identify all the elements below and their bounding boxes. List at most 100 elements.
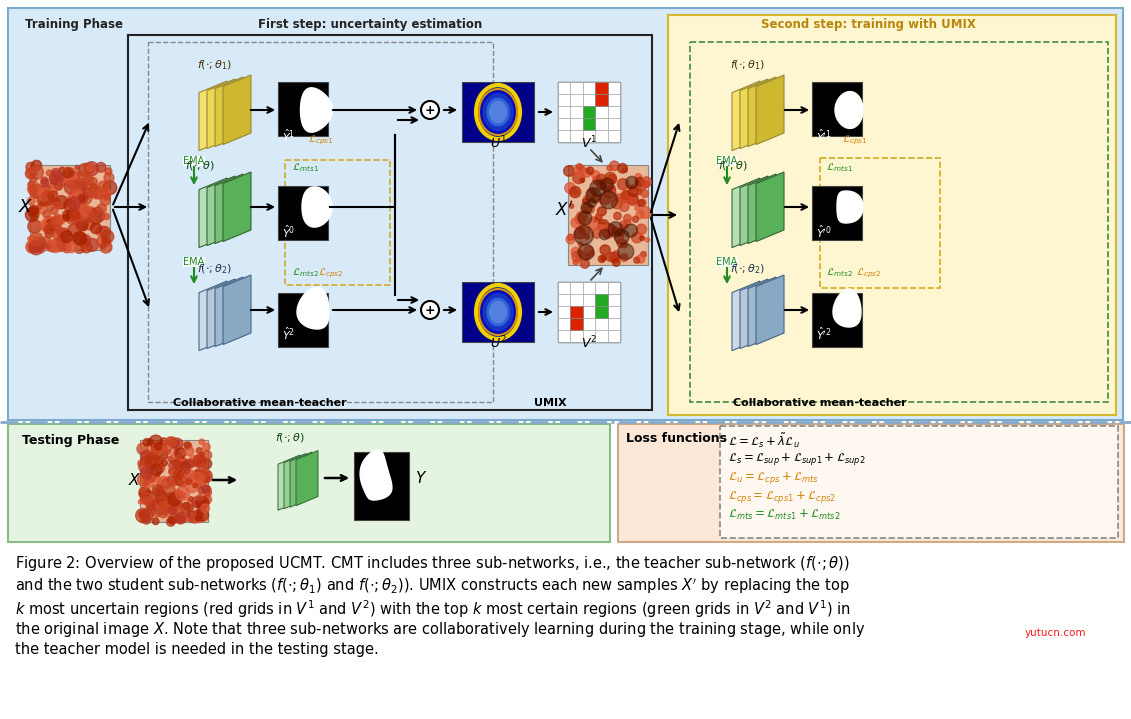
Circle shape: [157, 503, 166, 511]
Circle shape: [31, 244, 37, 251]
Circle shape: [577, 250, 582, 257]
Polygon shape: [301, 88, 333, 132]
Circle shape: [169, 517, 175, 524]
Circle shape: [156, 490, 167, 502]
Bar: [618, 424, 1124, 542]
Circle shape: [615, 233, 623, 242]
Circle shape: [83, 182, 88, 188]
Circle shape: [204, 494, 208, 498]
Circle shape: [158, 501, 169, 511]
Circle shape: [586, 188, 601, 203]
Circle shape: [622, 168, 628, 173]
Circle shape: [169, 470, 174, 475]
Circle shape: [88, 164, 93, 169]
Circle shape: [147, 439, 153, 445]
Bar: [558, 106, 570, 118]
Circle shape: [145, 470, 150, 476]
Polygon shape: [756, 172, 784, 242]
Circle shape: [93, 192, 97, 197]
Text: $\mathcal{L}_{cps1}$: $\mathcal{L}_{cps1}$: [841, 134, 867, 147]
Polygon shape: [740, 279, 768, 349]
Circle shape: [51, 198, 57, 204]
Circle shape: [199, 470, 213, 482]
Circle shape: [29, 233, 43, 246]
Circle shape: [45, 229, 54, 237]
Text: +: +: [424, 104, 435, 117]
Circle shape: [633, 257, 640, 263]
Circle shape: [170, 453, 182, 465]
Text: $\mathcal{L}_{mts1}$: $\mathcal{L}_{mts1}$: [826, 161, 853, 174]
Circle shape: [53, 198, 60, 205]
Text: UMIX: UMIX: [534, 398, 567, 408]
Polygon shape: [207, 79, 235, 149]
Circle shape: [199, 439, 205, 444]
Circle shape: [79, 205, 92, 216]
Circle shape: [575, 228, 586, 239]
Bar: [31, 165, 110, 250]
Circle shape: [96, 226, 106, 237]
Circle shape: [66, 176, 74, 184]
Circle shape: [149, 435, 163, 449]
Circle shape: [601, 225, 611, 235]
Circle shape: [37, 205, 42, 209]
Ellipse shape: [486, 298, 510, 326]
Circle shape: [94, 207, 103, 216]
Text: $\hat{Y}^2$: $\hat{Y}^2$: [282, 326, 295, 342]
Circle shape: [197, 448, 202, 454]
Circle shape: [51, 222, 61, 232]
Circle shape: [67, 197, 80, 210]
Bar: [607, 130, 620, 142]
Circle shape: [46, 203, 53, 211]
Circle shape: [48, 191, 58, 201]
Circle shape: [563, 165, 575, 176]
Circle shape: [81, 224, 87, 231]
Circle shape: [63, 211, 71, 219]
Circle shape: [154, 454, 161, 460]
Text: $\hat{Y}'^2$: $\hat{Y}'^2$: [815, 326, 831, 342]
Bar: [607, 82, 620, 94]
Circle shape: [44, 216, 55, 228]
Ellipse shape: [486, 98, 510, 127]
Circle shape: [184, 446, 193, 456]
Polygon shape: [290, 452, 312, 507]
Circle shape: [51, 175, 60, 184]
Circle shape: [85, 207, 97, 219]
Bar: [278, 82, 328, 136]
Circle shape: [32, 237, 46, 251]
Circle shape: [32, 160, 42, 170]
Circle shape: [175, 464, 181, 471]
Circle shape: [178, 470, 187, 480]
Circle shape: [174, 467, 180, 474]
Circle shape: [33, 193, 38, 198]
Circle shape: [150, 454, 155, 459]
Circle shape: [158, 508, 169, 518]
Text: EMA: EMA: [716, 156, 737, 166]
Text: $X$: $X$: [18, 198, 34, 216]
Circle shape: [31, 214, 36, 219]
Bar: [570, 294, 582, 306]
Text: Loss functions: Loss functions: [625, 432, 727, 445]
Bar: [582, 118, 595, 130]
Circle shape: [55, 175, 67, 186]
Bar: [595, 306, 607, 318]
Circle shape: [175, 513, 187, 524]
Circle shape: [624, 224, 638, 237]
Circle shape: [80, 206, 88, 214]
Circle shape: [78, 163, 92, 177]
Circle shape: [199, 464, 207, 472]
Circle shape: [597, 207, 606, 216]
Bar: [582, 106, 595, 118]
Circle shape: [42, 191, 51, 201]
Text: $f(\cdot;\theta_1)$: $f(\cdot;\theta_1)$: [731, 58, 766, 72]
Circle shape: [140, 457, 150, 467]
Bar: [570, 318, 582, 330]
Polygon shape: [207, 176, 235, 246]
Bar: [558, 306, 570, 318]
Circle shape: [197, 509, 208, 521]
Circle shape: [173, 490, 183, 500]
Bar: [570, 318, 582, 330]
Ellipse shape: [475, 83, 521, 141]
Bar: [582, 94, 595, 106]
Circle shape: [53, 227, 67, 241]
Polygon shape: [223, 75, 251, 145]
